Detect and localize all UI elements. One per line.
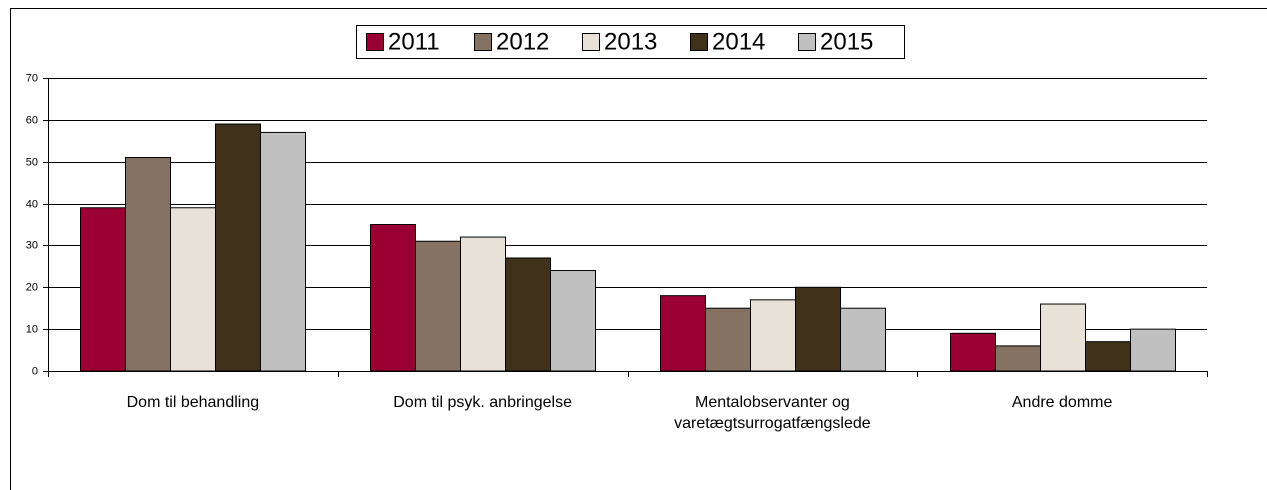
bar (1085, 341, 1131, 372)
x-tick-label: Dom til psyk. anbringelse (393, 394, 572, 411)
legend-label: 2014 (712, 28, 765, 55)
bar (415, 240, 461, 372)
bar (80, 207, 126, 372)
y-tick-label: 70 (26, 72, 38, 84)
x-tick-label: Andre domme (1011, 394, 1113, 411)
legend-swatch (798, 33, 816, 51)
legend-swatch (366, 33, 384, 51)
bar (795, 286, 841, 372)
x-tick-label: Mentalobservanter og varetægtsurrogatfæn… (674, 394, 871, 432)
legend-label: 2011 (388, 28, 440, 55)
bar (750, 299, 796, 372)
legend-swatch (582, 33, 600, 51)
bar (170, 207, 216, 372)
bar (260, 131, 306, 372)
y-tick-label: 0 (32, 365, 38, 377)
bar (550, 270, 596, 372)
y-tick-label: 10 (26, 323, 38, 335)
bar (660, 295, 706, 372)
bar (1040, 303, 1086, 372)
y-tick-label: 50 (26, 156, 38, 168)
bar (1130, 328, 1176, 372)
legend-label: 2015 (820, 28, 873, 55)
bar (215, 123, 261, 372)
bar (705, 307, 751, 372)
legend-label: 2013 (604, 28, 657, 55)
bar (460, 236, 506, 372)
x-tick-label: Dom til behandling (126, 394, 260, 411)
bar (125, 157, 171, 372)
legend-swatch (474, 33, 492, 51)
y-tick-label: 20 (26, 281, 38, 293)
bar (950, 332, 996, 372)
bar (505, 257, 551, 372)
bar (370, 224, 416, 372)
y-tick-label: 40 (26, 198, 38, 210)
y-tick-label: 30 (26, 239, 38, 251)
chart-frame (10, 8, 1267, 490)
legend-swatch (690, 33, 708, 51)
legend-label: 2012 (496, 28, 549, 55)
y-tick-label: 60 (26, 114, 38, 126)
bar (840, 307, 886, 372)
bar (995, 345, 1041, 372)
